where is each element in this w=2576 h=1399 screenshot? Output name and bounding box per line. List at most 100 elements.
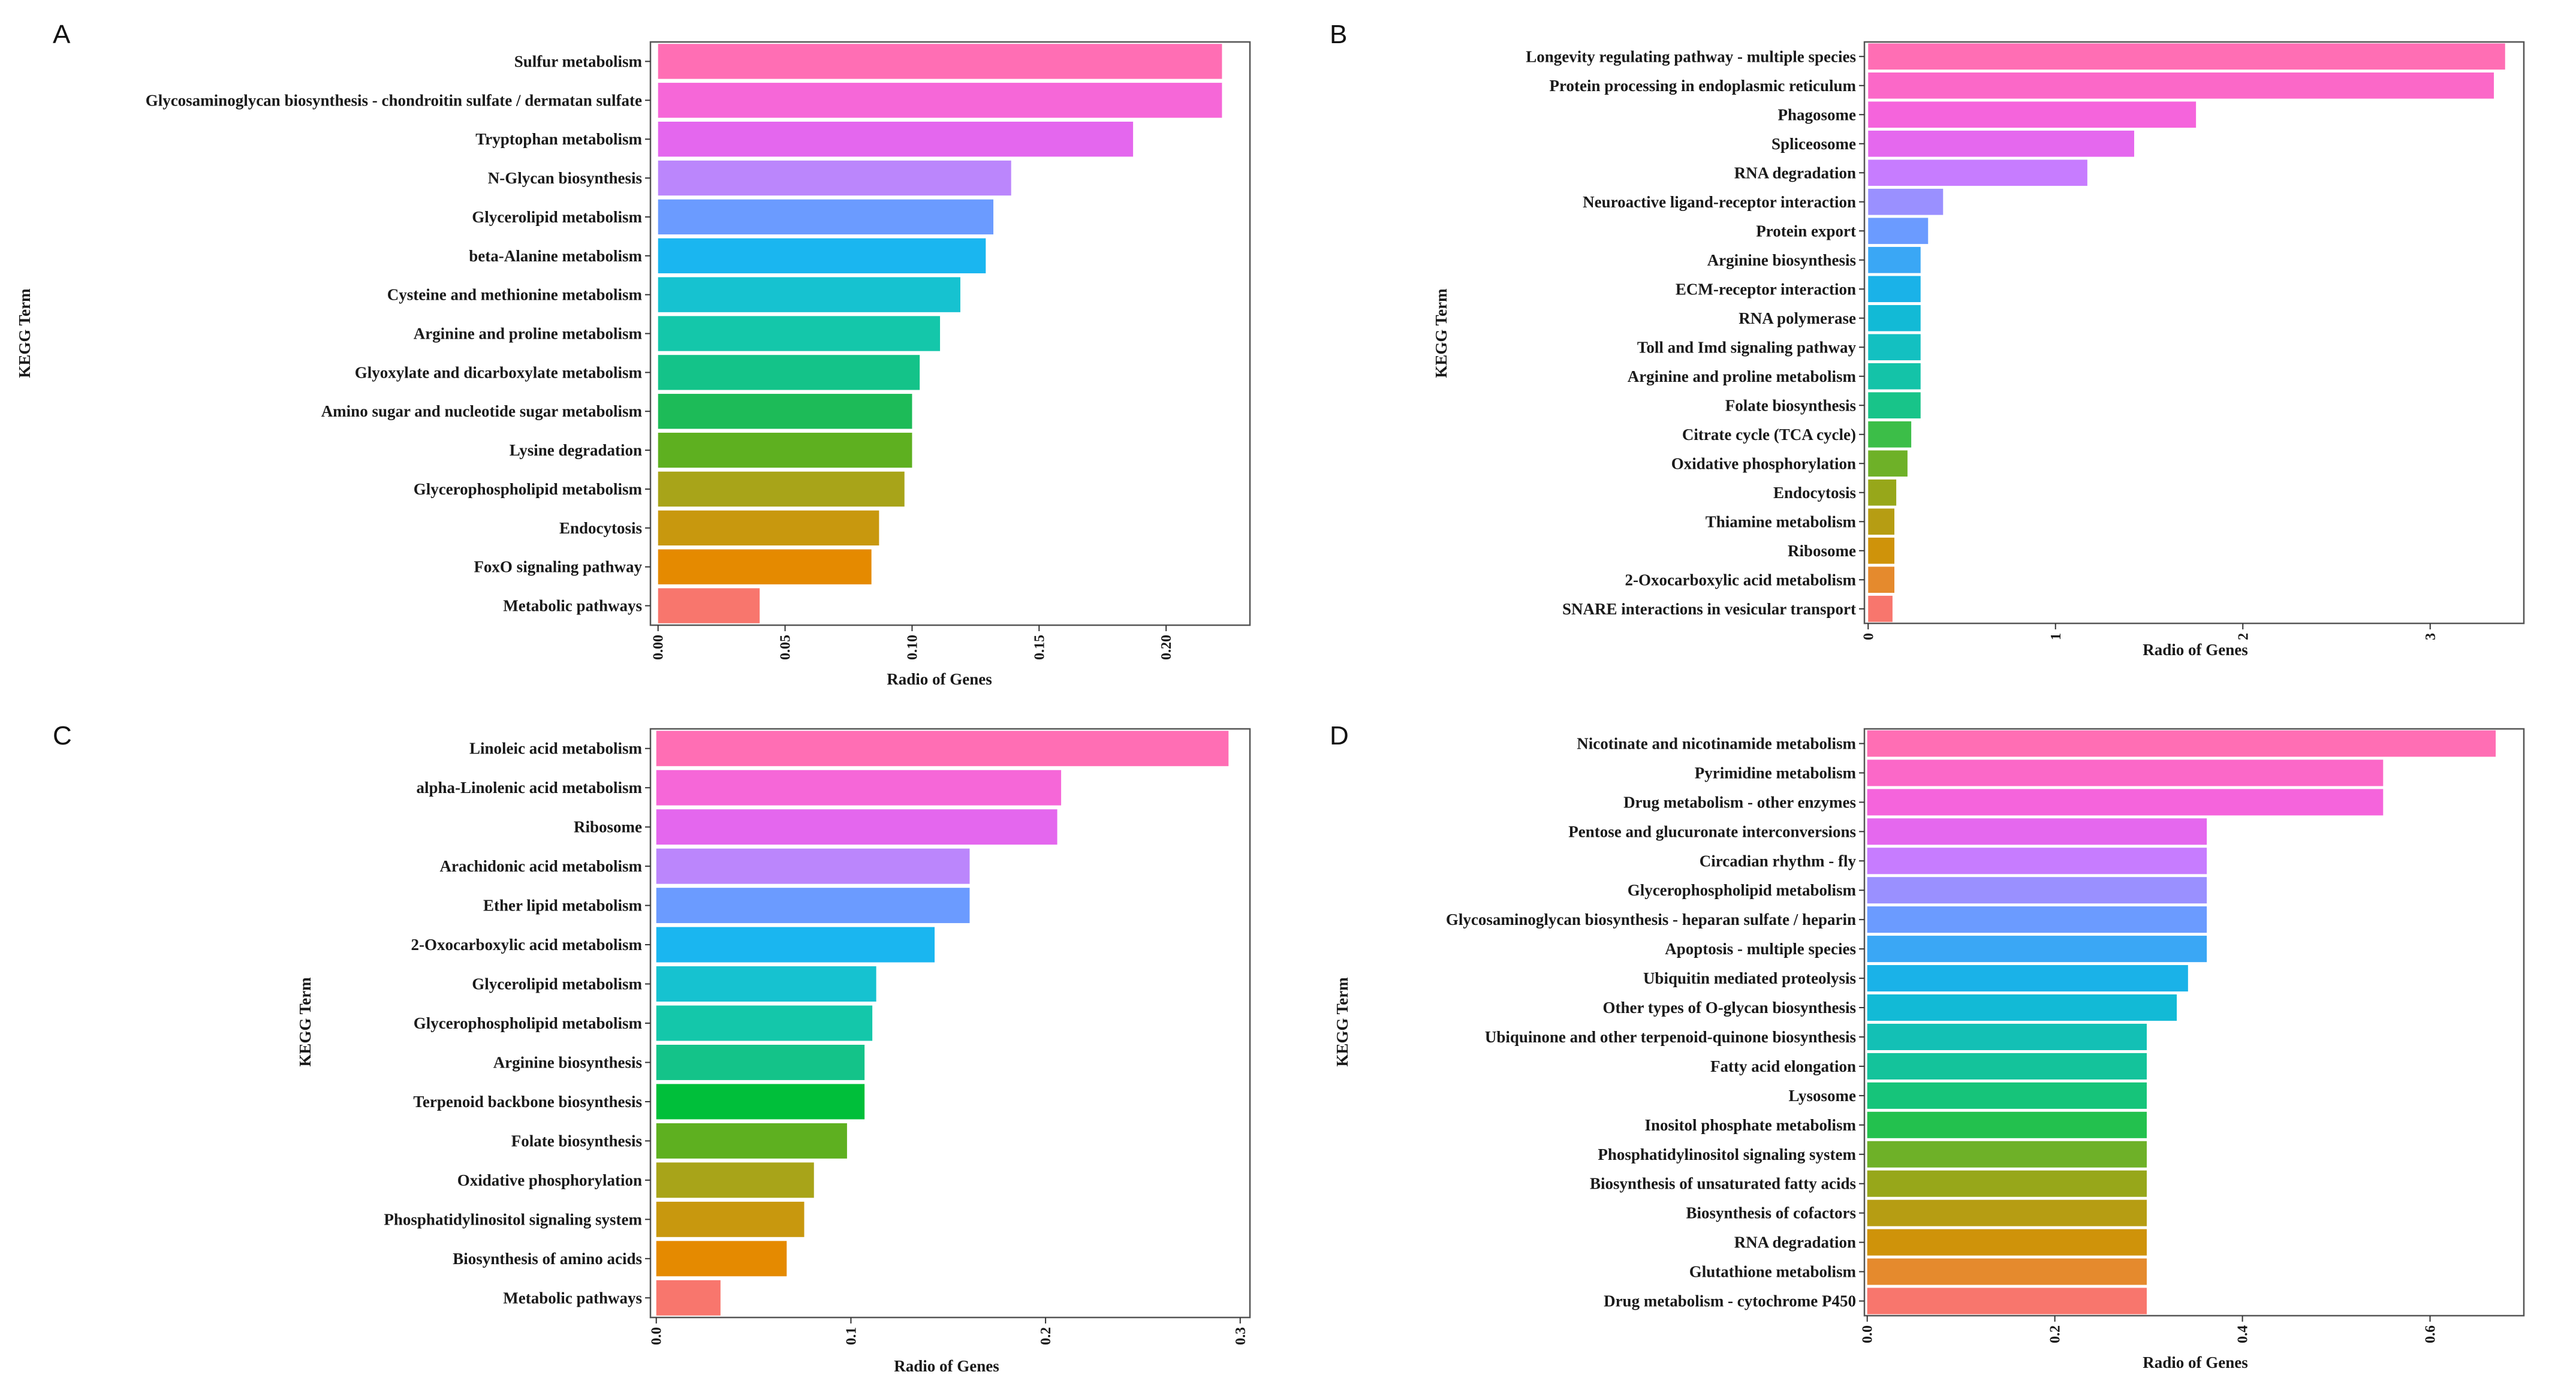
panel-c-bar	[656, 1005, 873, 1041]
panel-a-bar	[658, 316, 941, 351]
panel-c-category-label: alpha-Linolenic acid metabolism	[416, 779, 642, 797]
panel-d-bar	[1867, 994, 2177, 1021]
panel-a-bar	[658, 355, 920, 390]
panel-d-category-label: Biosynthesis of unsaturated fatty acids	[1590, 1175, 1856, 1193]
panel-a-category-label: Glycerophospholipid metabolism	[414, 480, 643, 498]
panel-d-x-axis-title: Radio of Genes	[2143, 1353, 2248, 1371]
panel-b-bar	[1868, 188, 1944, 215]
panel-d: D Nicotinate and nicotinamide metabolism P…	[1330, 721, 2525, 1371]
panel-b-category-label: Oxidative phosphorylation	[1671, 454, 1856, 472]
panel-a-xtick-label: 0.05	[778, 635, 794, 660]
panel-a-category-label: Amino sugar and nucleotide sugar metabol…	[321, 402, 643, 420]
panel-d-bar	[1867, 965, 2188, 992]
panel-a-bar	[658, 238, 986, 273]
panel-a-category-label: Cysteine and methionine metabolism	[387, 286, 643, 304]
panel-d-category-label: Lysosome	[1788, 1087, 1856, 1105]
panel-a-category-label: Glycerolipid metabolism	[472, 208, 642, 226]
panel-b-category-label: Folate biosynthesis	[1725, 396, 1856, 414]
panel-a-bar	[658, 510, 879, 546]
panel-d-bar	[1867, 818, 2207, 845]
panel-b-bar	[1868, 537, 1894, 564]
panel-d-letter: D	[1330, 721, 1349, 750]
panel-d-category-label: Glutathione metabolism	[1689, 1263, 1857, 1281]
panel-b-category-label: SNARE interactions in vesicular transpor…	[1562, 600, 1856, 618]
panel-c-category-label: Folate biosynthesis	[511, 1132, 642, 1150]
panel-b-category-label: Endocytosis	[1773, 484, 1856, 502]
panel-b-bar	[1868, 72, 2494, 99]
panel-d-bar	[1867, 1023, 2147, 1051]
panel-b-category-label: 2-Oxocarboxylic acid metabolism	[1625, 571, 1857, 589]
panel-a-bar	[658, 44, 1222, 79]
panel-c-bar	[656, 848, 970, 884]
panel-a-bar	[658, 160, 1011, 196]
panel-a-bar	[658, 394, 912, 429]
panel-b-category-label: Arginine and proline metabolism	[1628, 367, 1857, 385]
panel-a-bar	[658, 83, 1222, 118]
panel-b-category-label: Toll and Imd signaling pathway	[1637, 338, 1857, 356]
panel-b-bar	[1868, 218, 1929, 245]
panel-c-category-label: Metabolic pathways	[503, 1289, 642, 1307]
panel-a-category-label: Tryptophan metabolism	[475, 130, 642, 148]
panel-a: A Sulfur metabolism Glycosaminoglycan bios…	[16, 20, 1251, 688]
panel-b-category-label: Phagosome	[1778, 105, 1857, 123]
panel-b-category-label: Citrate cycle (TCA cycle)	[1682, 426, 1856, 444]
panel-d-category-label: Inositol phosphate metabolism	[1644, 1116, 1856, 1134]
panel-c-bar	[656, 770, 1062, 806]
panel-d-bar	[1867, 759, 2384, 786]
panel-a-category-label: Arginine and proline metabolism	[414, 325, 643, 343]
panel-b-category-label: Arginine biosynthesis	[1707, 251, 1856, 269]
panel-c-xtick-label: 0.3	[1233, 1327, 1249, 1345]
panel-d-bar	[1867, 1170, 2147, 1197]
panel-d-bar	[1867, 730, 2496, 757]
panel-b-bar	[1868, 101, 2197, 128]
panel-d-category-label: Glycerophospholipid metabolism	[1628, 881, 1857, 899]
panel-b-category-label: Ribosome	[1788, 542, 1856, 560]
panel-a-category-label: Endocytosis	[559, 519, 642, 537]
panel-d-category-label: Glycosaminoglycan biosynthesis - heparan…	[1446, 910, 1856, 928]
panel-a-category-label: Glycosaminoglycan biosynthesis - chondro…	[146, 91, 642, 109]
panel-a-xtick-label: 0.00	[651, 635, 667, 660]
panel-d-category-label: Pentose and glucuronate interconversions	[1568, 822, 1856, 840]
panel-c-xtick-label: 0.2	[1038, 1327, 1054, 1345]
panel-a-category-label: Lysine degradation	[510, 441, 642, 459]
panel-a-xtick-label: 0.15	[1032, 635, 1047, 660]
panel-a-xtick-label: 0.10	[905, 635, 920, 660]
panel-a-y-axis-title: KEGG Term	[16, 288, 34, 378]
panel-c-y-axis-title: KEGG Term	[296, 977, 314, 1067]
panel-c-x-axis-title: Radio of Genes	[894, 1357, 999, 1375]
panel-b: B Longevity regulating pathway - multiple…	[1330, 20, 2525, 659]
panel-c-bar	[656, 1241, 787, 1277]
panel-b-bar	[1868, 450, 1908, 477]
panel-c-bar	[656, 1045, 865, 1080]
panel-c-letter: C	[53, 721, 72, 750]
panel-b-y-axis-title: KEGG Term	[1432, 288, 1450, 378]
panel-b-plot-frame	[1863, 41, 2525, 625]
panel-a-category-label: N-Glycan biosynthesis	[488, 169, 642, 187]
panel-c-bar	[656, 888, 970, 924]
panel-a-category-label: Glyoxylate and dicarboxylate metabolism	[355, 363, 643, 381]
panel-a-bar	[658, 471, 905, 507]
panel-d-bar	[1867, 1082, 2147, 1109]
panel-b-bar	[1868, 334, 1921, 361]
panel-c-bar	[656, 1280, 721, 1316]
panel-c-bar	[656, 1123, 847, 1159]
panel-d-category-label: Ubiquinone and other terpenoid-quinone b…	[1485, 1028, 1856, 1046]
panel-b-letter: B	[1330, 20, 1347, 49]
panel-c-bar	[656, 1162, 814, 1198]
panel-c-xtick-label: 0.0	[649, 1327, 665, 1345]
panel-a-category-label: beta-Alanine metabolism	[469, 247, 642, 265]
panel-c-category-label: 2-Oxocarboxylic acid metabolism	[411, 936, 643, 954]
panel-b-category-label: ECM-receptor interaction	[1676, 280, 1856, 298]
panel-b-category-label: Neuroactive ligand-receptor interaction	[1583, 193, 1856, 211]
panel-b-category-label: Thiamine metabolism	[1706, 512, 1857, 530]
panel-b-bar	[1868, 479, 1897, 506]
panel-c-bar	[656, 809, 1057, 845]
panel-b-x-axis-title: Radio of Genes	[2143, 641, 2248, 659]
panel-b-bar	[1868, 363, 1921, 390]
panel-b-xtick-label: 0	[1861, 633, 1876, 640]
panel-d-category-label: Fatty acid elongation	[1710, 1057, 1856, 1075]
panel-b-category-label: Spliceosome	[1771, 135, 1856, 153]
panel-a-xtick-label: 0.20	[1159, 635, 1174, 660]
panel-a-bar	[658, 277, 960, 312]
panel-b-xtick-label: 3	[2423, 633, 2439, 640]
